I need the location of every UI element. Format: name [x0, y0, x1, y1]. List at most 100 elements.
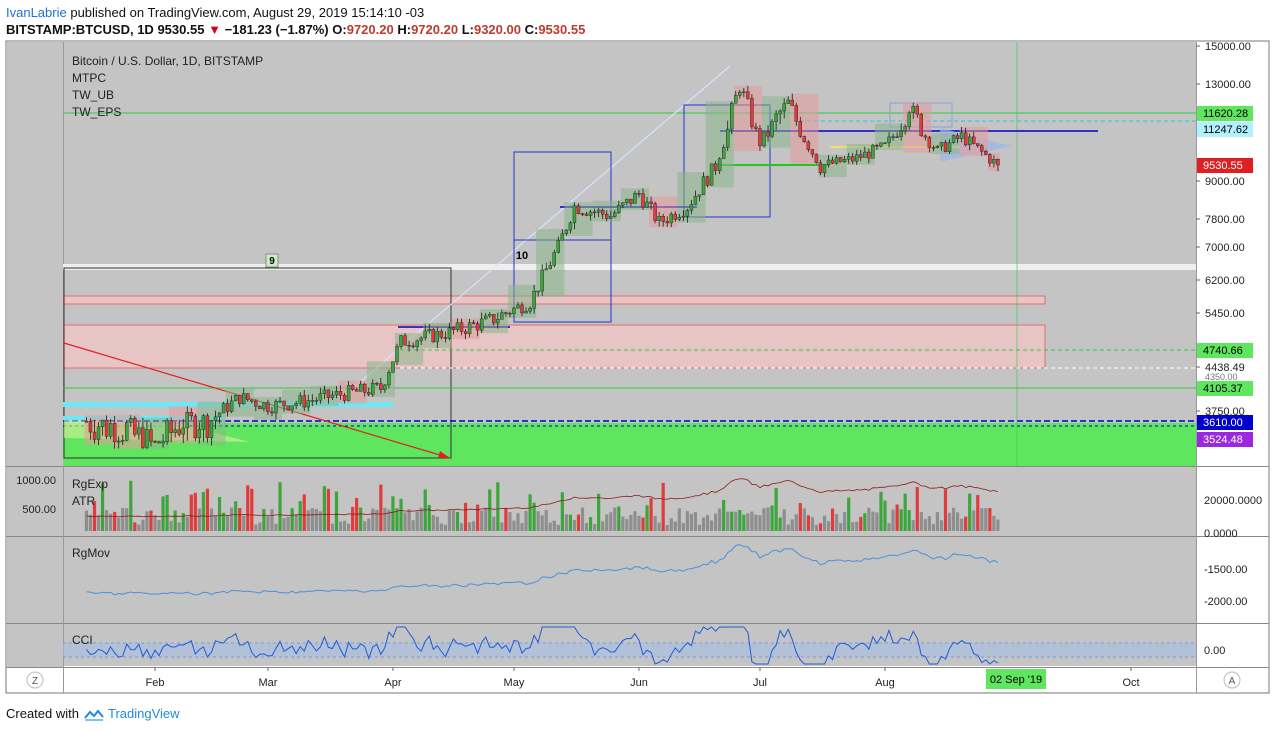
price-change: −181.23 (−1.87%) [224, 22, 329, 37]
zoom-button[interactable] [26, 671, 44, 689]
tradingview-link[interactable]: TradingView [108, 706, 180, 721]
rgmov-line [86, 544, 999, 596]
candle-body [387, 372, 391, 386]
volume-bar [221, 512, 226, 531]
volume-bar [839, 522, 843, 531]
volume-bar [689, 513, 694, 531]
candle-body [976, 143, 980, 146]
volume-bar [697, 524, 702, 531]
candle-body [395, 346, 399, 362]
volume-bar [613, 507, 617, 531]
main-drawings: 9 10 [63, 42, 1196, 466]
candle-body [524, 310, 528, 314]
volume-bar [516, 513, 520, 531]
volume-bar [455, 511, 460, 531]
volume-bar [593, 523, 597, 531]
volume-bar [891, 509, 895, 531]
volume-bar [738, 510, 742, 531]
volume-bar [734, 511, 738, 531]
time-tick-label: Feb [146, 677, 165, 689]
candle-body [859, 154, 863, 158]
candle-body [133, 418, 137, 435]
candle-body [258, 406, 262, 410]
volume-bar [814, 524, 819, 531]
volume-bar [504, 507, 508, 531]
volume-bar [786, 524, 790, 531]
volume-bar [351, 506, 355, 531]
volume-bar [641, 517, 645, 531]
rgmov-tick: -2000.00 [1204, 596, 1247, 608]
volume-study-label[interactable]: ATR [72, 494, 95, 508]
candle-body [576, 205, 581, 214]
weekly-zone [677, 172, 706, 223]
candle-body [512, 307, 516, 314]
candle-body [875, 145, 879, 147]
candle-body [879, 142, 883, 147]
publish-header: IvanLabrie published on TradingView.com,… [6, 5, 424, 20]
volume-bar [830, 508, 835, 531]
candle-body [621, 202, 625, 206]
volume-bar [625, 519, 629, 531]
volume-bar [556, 524, 560, 531]
candle-body [447, 327, 452, 339]
candle-body [774, 113, 778, 122]
candle-body [701, 176, 706, 195]
author-link[interactable]: IvanLabrie [6, 5, 67, 20]
candle-body [988, 154, 992, 164]
rgmov-label[interactable]: RgMov [72, 546, 110, 560]
volume-bar [346, 523, 351, 531]
rgmov-pane[interactable] [63, 537, 1196, 623]
candle-body [330, 394, 335, 398]
volume-bar [306, 510, 310, 531]
candle-body [282, 400, 286, 407]
candle-body [371, 382, 375, 395]
green-support-zone [63, 423, 1196, 466]
candle-body [403, 335, 407, 346]
candle-body [556, 240, 561, 253]
volume-bar [568, 514, 573, 531]
candle-body [645, 201, 649, 208]
volume-bar [201, 491, 205, 531]
candle-body [826, 159, 831, 165]
volume-bar [185, 517, 189, 531]
candle-body [992, 159, 996, 164]
candle-body [358, 383, 363, 392]
arrowhead-icon [438, 451, 450, 458]
volume-bar [153, 515, 157, 531]
volume-bar [213, 515, 218, 531]
candle-body [685, 210, 690, 217]
auto-scale-button[interactable] [1223, 671, 1241, 689]
study-label[interactable]: MTPC [72, 71, 106, 85]
volume-study-label[interactable]: RgExp [72, 477, 108, 491]
study-label[interactable]: TW_UB [72, 88, 114, 102]
candle-body [322, 389, 327, 394]
volume-bar [379, 484, 383, 531]
publish-info: published on TradingView.com, August 29,… [70, 5, 425, 20]
candle-body [165, 420, 169, 442]
volume-bar [919, 511, 923, 531]
candle-body [286, 405, 290, 410]
candle-body [782, 103, 786, 112]
candle-body [225, 403, 230, 412]
candle-body [415, 340, 419, 347]
candle-body [302, 395, 306, 408]
volume-bar [125, 508, 129, 531]
candle-body [100, 419, 105, 428]
volume-bar [802, 508, 806, 531]
volume-bar [367, 518, 371, 531]
volume-bar [988, 508, 992, 531]
volume-bar [173, 510, 177, 531]
time-tick-label: Jul [753, 677, 767, 689]
candle-body [96, 426, 101, 440]
volume-bar [943, 489, 948, 531]
volume-bar [903, 493, 907, 531]
volume-bar [484, 507, 488, 531]
candle-body [334, 390, 339, 396]
candle-body [798, 121, 803, 137]
candle-body [439, 330, 444, 338]
candle-body [270, 411, 274, 414]
cci-label[interactable]: CCI [72, 633, 93, 647]
candle-body [471, 322, 476, 324]
study-label[interactable]: TW_EPS [72, 105, 121, 119]
